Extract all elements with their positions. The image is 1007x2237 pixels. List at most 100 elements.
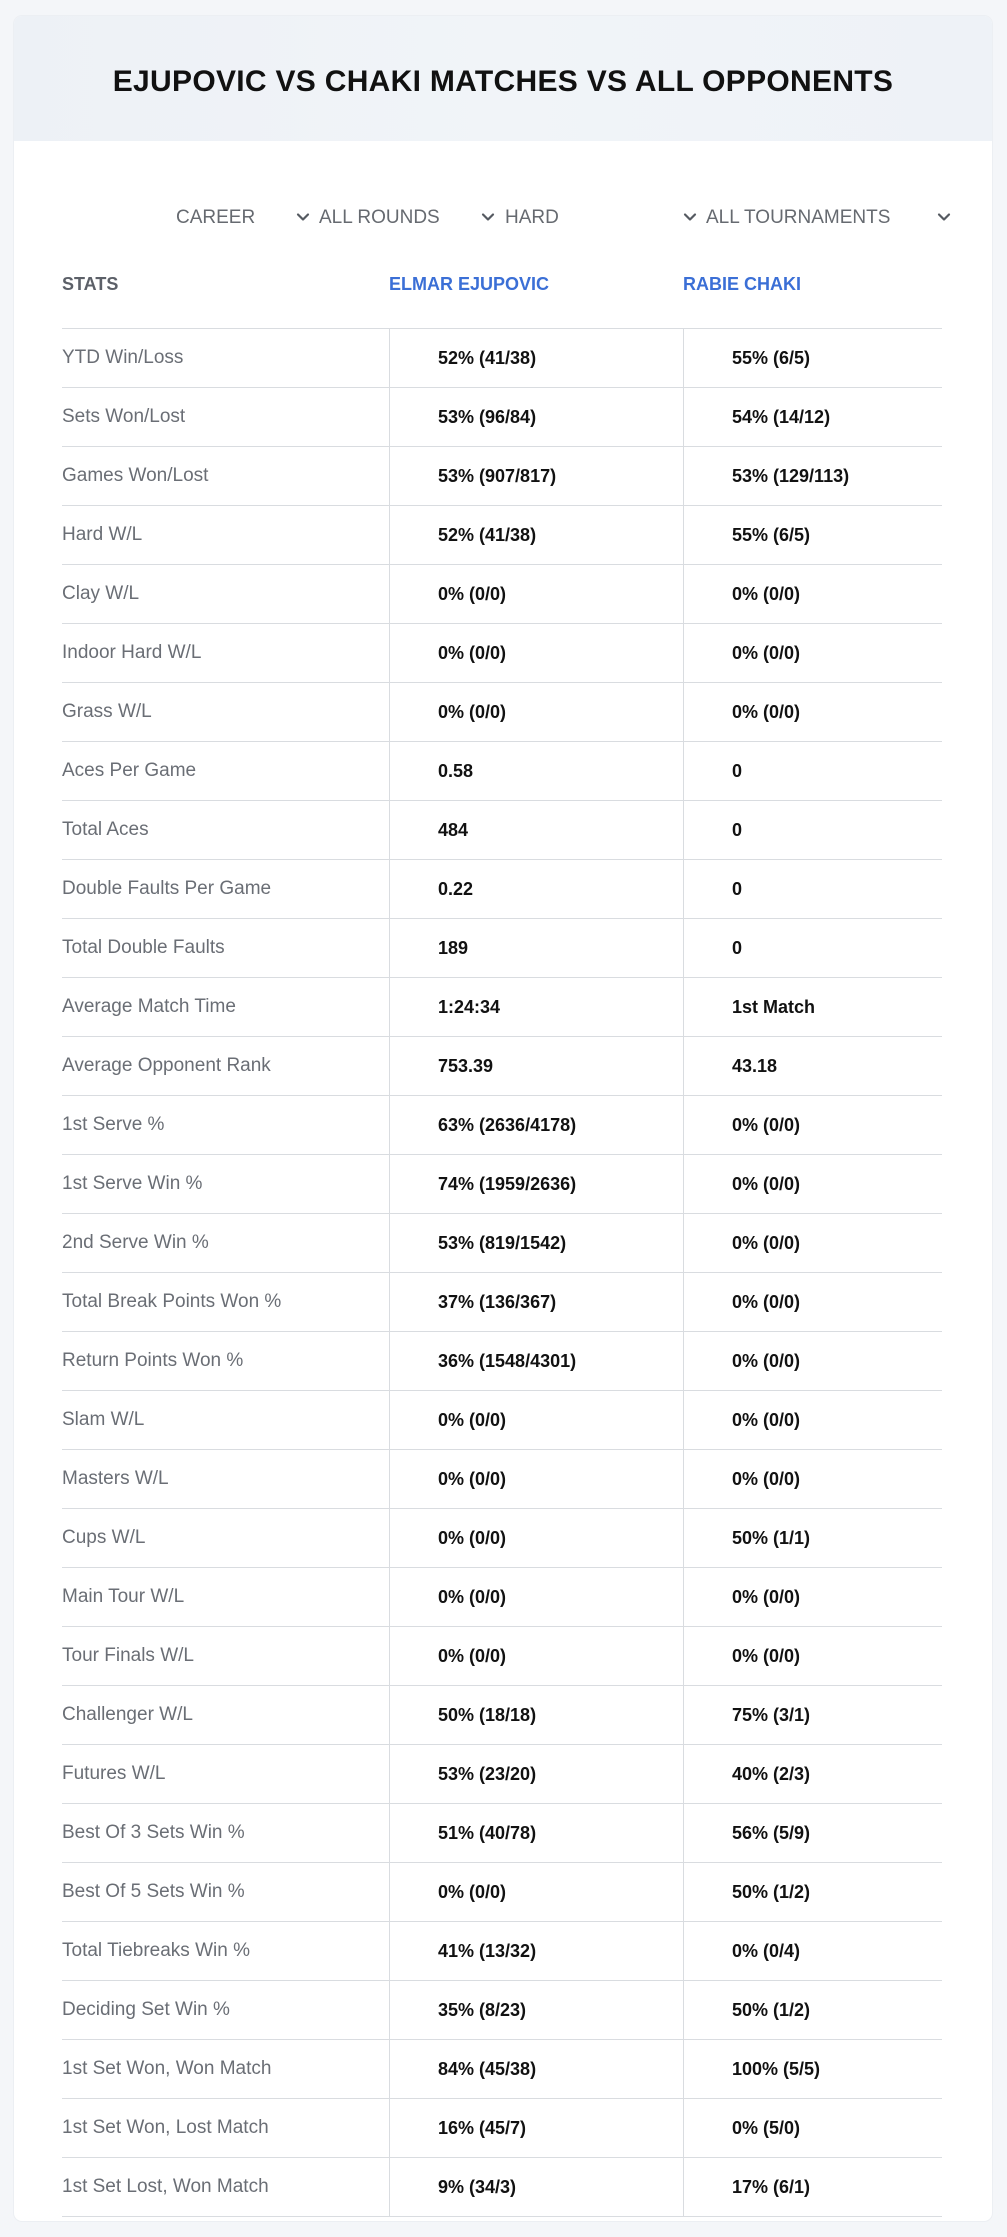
player2-stat-value: 55% (6/5) — [683, 506, 942, 564]
round-filter-select[interactable]: ALL ROUNDS — [319, 188, 499, 248]
stat-label: Grass W/L — [62, 701, 152, 722]
table-row: Hard W/L 52% (41/38) 55% (6/5) — [62, 506, 942, 565]
player1-stat-value: 0% (0/0) — [389, 624, 681, 682]
round-filter-value: ALL ROUNDS — [319, 207, 440, 228]
table-row: Main Tour W/L 0% (0/0) 0% (0/0) — [62, 1568, 942, 1627]
table-row: Games Won/Lost 53% (907/817) 53% (129/113) — [62, 447, 942, 506]
table-row: Slam W/L 0% (0/0) 0% (0/0) — [62, 1391, 942, 1450]
player1-stat-value: 16% (45/7) — [389, 2099, 681, 2157]
player2-stat-value: 56% (5/9) — [683, 1804, 942, 1862]
player2-stat-value: 0 — [683, 919, 942, 977]
period-filter-select[interactable]: CAREER — [176, 188, 316, 248]
chevron-down-icon — [479, 208, 497, 226]
player1-link[interactable]: ELMAR EJUPOVIC — [389, 274, 550, 294]
player1-stat-value: 484 — [389, 801, 681, 859]
table-row: Deciding Set Win % 35% (8/23) 50% (1/2) — [62, 1981, 942, 2040]
matches-card: EJUPOVIC VS CHAKI MATCHES VS ALL OPPONEN… — [14, 16, 992, 2221]
stat-label: Total Tiebreaks Win % — [62, 1940, 250, 1961]
player1-stat-value: 0.58 — [389, 742, 681, 800]
player2-stat-value: 40% (2/3) — [683, 1745, 942, 1803]
player1-stat-value: 0% (0/0) — [389, 1509, 681, 1567]
player2-stat-value: 0% (0/0) — [683, 1450, 942, 1508]
player1-stat-value: 84% (45/38) — [389, 2040, 681, 2098]
player1-stat-value: 753.39 — [389, 1037, 681, 1095]
player1-stat-value: 189 — [389, 919, 681, 977]
stat-label: Average Match Time — [62, 996, 236, 1017]
player2-stat-value: 0% (0/0) — [683, 1391, 942, 1449]
stats-table-body: YTD Win/Loss 52% (41/38) 55% (6/5) Sets Won… — [62, 329, 942, 2217]
player2-stat-value: 0% (0/0) — [683, 1568, 942, 1626]
stat-label: Total Double Faults — [62, 937, 225, 958]
stats-column-header: STATS — [62, 274, 119, 294]
player2-stat-value: 0% (0/4) — [683, 1922, 942, 1980]
stats-table-header: STATS ELMAR EJUPOVIC RABIE CHAKI — [62, 252, 942, 329]
player1-stat-value: 74% (1959/2636) — [389, 1155, 681, 1213]
table-row: Challenger W/L 50% (18/18) 75% (3/1) — [62, 1686, 942, 1745]
player2-stat-value: 0% (0/0) — [683, 1155, 942, 1213]
stat-label: 1st Serve Win % — [62, 1173, 203, 1194]
player1-stat-value: 63% (2636/4178) — [389, 1096, 681, 1154]
player2-stat-value: 0 — [683, 801, 942, 859]
stat-label: 1st Set Lost, Won Match — [62, 2176, 269, 2197]
stat-label: Futures W/L — [62, 1763, 166, 1784]
player1-stat-value: 0% (0/0) — [389, 565, 681, 623]
stat-label: Double Faults Per Game — [62, 878, 272, 899]
table-row: Futures W/L 53% (23/20) 40% (2/3) — [62, 1745, 942, 1804]
player1-stat-value: 0% (0/0) — [389, 1863, 681, 1921]
player2-stat-value: 0 — [683, 742, 942, 800]
stat-label: 2nd Serve Win % — [62, 1232, 209, 1253]
table-row: 1st Serve % 63% (2636/4178) 0% (0/0) — [62, 1096, 942, 1155]
tournament-filter-value: ALL TOURNAMENTS — [706, 207, 891, 228]
player1-stat-value: 50% (18/18) — [389, 1686, 681, 1744]
stat-label: Main Tour W/L — [62, 1586, 185, 1607]
table-row: Tour Finals W/L 0% (0/0) 0% (0/0) — [62, 1627, 942, 1686]
table-row: Best Of 3 Sets Win % 51% (40/78) 56% (5/9) — [62, 1804, 942, 1863]
player1-stat-value: 35% (8/23) — [389, 1981, 681, 2039]
player2-stat-value: 17% (6/1) — [683, 2158, 942, 2216]
stat-label: Cups W/L — [62, 1527, 146, 1548]
table-row: Clay W/L 0% (0/0) 0% (0/0) — [62, 565, 942, 624]
player2-stat-value: 0% (0/0) — [683, 1214, 942, 1272]
table-row: 2nd Serve Win % 53% (819/1542) 0% (0/0) — [62, 1214, 942, 1273]
player1-stat-value: 0% (0/0) — [389, 1450, 681, 1508]
table-row: Cups W/L 0% (0/0) 50% (1/1) — [62, 1509, 942, 1568]
stat-label: Slam W/L — [62, 1409, 145, 1430]
player2-stat-value: 75% (3/1) — [683, 1686, 942, 1744]
stat-label: Best Of 3 Sets Win % — [62, 1822, 245, 1843]
player2-stat-value: 0% (0/0) — [683, 624, 942, 682]
player1-stat-value: 53% (907/817) — [389, 447, 681, 505]
player2-stat-value: 100% (5/5) — [683, 2040, 942, 2098]
player1-stat-value: 37% (136/367) — [389, 1273, 681, 1331]
tournament-filter-select[interactable]: ALL TOURNAMENTS — [706, 188, 956, 248]
player1-stat-value: 1:24:34 — [389, 978, 681, 1036]
player1-stat-value: 53% (23/20) — [389, 1745, 681, 1803]
surface-filter-select[interactable]: HARD — [505, 188, 705, 248]
player1-stat-value: 53% (819/1542) — [389, 1214, 681, 1272]
period-filter-value: CAREER — [176, 207, 256, 228]
table-row: Total Break Points Won % 37% (136/367) 0% … — [62, 1273, 942, 1332]
table-row: Best Of 5 Sets Win % 0% (0/0) 50% (1/2) — [62, 1863, 942, 1922]
card-header: EJUPOVIC VS CHAKI MATCHES VS ALL OPPONEN… — [14, 16, 992, 141]
stat-label: Hard W/L — [62, 524, 143, 545]
table-row: Return Points Won % 36% (1548/4301) 0% (0/… — [62, 1332, 942, 1391]
stat-label: Aces Per Game — [62, 760, 197, 781]
player2-stat-value: 54% (14/12) — [683, 388, 942, 446]
page-title: EJUPOVIC VS CHAKI MATCHES VS ALL OPPONEN… — [112, 64, 894, 98]
stat-label: Sets Won/Lost — [62, 406, 186, 427]
table-row: Total Aces 484 0 — [62, 801, 942, 860]
filter-bar: CAREER ALL ROUNDS HARD ALL TOURNAMENTS — [14, 188, 992, 248]
player2-stat-value: 55% (6/5) — [683, 329, 942, 387]
table-row: Total Tiebreaks Win % 41% (13/32) 0% (0/4) — [62, 1922, 942, 1981]
stat-label: 1st Set Won, Won Match — [62, 2058, 272, 2079]
player2-stat-value: 0% (0/0) — [683, 565, 942, 623]
player2-link[interactable]: RABIE CHAKI — [683, 274, 802, 294]
chevron-down-icon — [681, 208, 699, 226]
player2-stat-value: 0 — [683, 860, 942, 918]
table-row: Double Faults Per Game 0.22 0 — [62, 860, 942, 919]
stat-label: Total Aces — [62, 819, 149, 840]
stat-label: Total Break Points Won % — [62, 1291, 282, 1312]
player1-stat-value: 52% (41/38) — [389, 506, 681, 564]
stat-label: Average Opponent Rank — [62, 1055, 271, 1076]
table-row: 1st Set Lost, Won Match 9% (34/3) 17% (6/1… — [62, 2158, 942, 2217]
player2-stat-value: 0% (0/0) — [683, 683, 942, 741]
